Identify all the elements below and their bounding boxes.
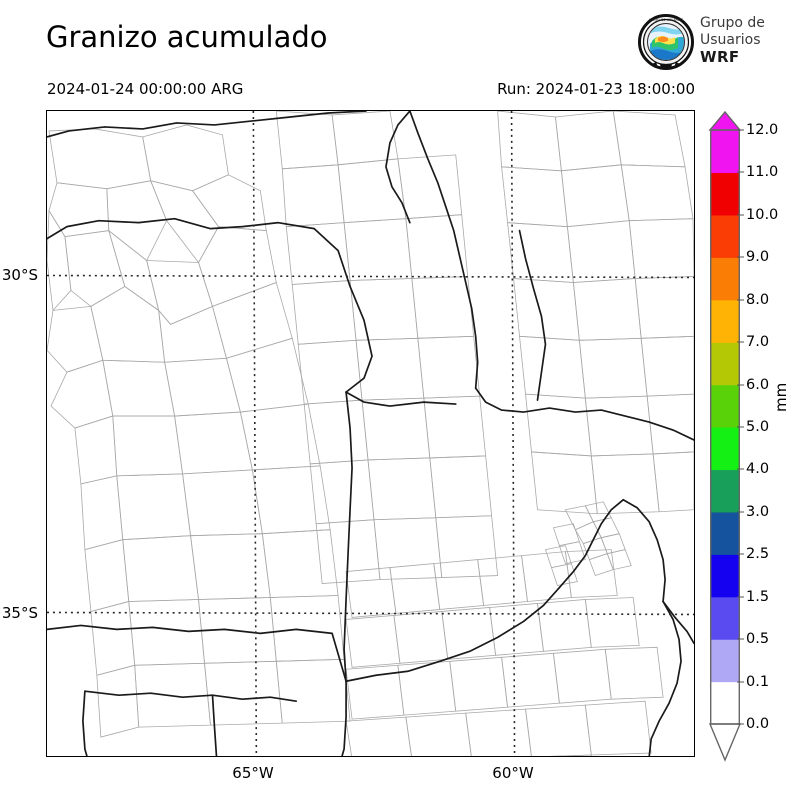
colorbar-tick-mark-9 [737, 511, 744, 513]
colorbar-band-4.0-5.0 [710, 427, 740, 471]
colorbar-band-11.0-12.0 [710, 130, 740, 174]
wrf-globe-seal-icon: GRUPO DE USUARIOS [638, 14, 694, 70]
colorbar-band-0.0-0.1 [710, 681, 740, 725]
colorbar-tick-label-9: 3.0 [746, 503, 770, 520]
logo-text-block: Grupo de Usuarios WRF [700, 15, 765, 66]
colorbar-under-arrow [708, 723, 742, 762]
graticule-lat-35 [47, 611, 694, 616]
colorbar-band-10.0-11.0 [710, 172, 740, 216]
graticule-lon-65 [252, 111, 258, 756]
logo-line-3: WRF [700, 48, 740, 66]
colorbar-band-5.0-6.0 [710, 384, 740, 428]
colorbar-tick-label-13: 0.1 [746, 673, 770, 690]
colorbar-tick-label-10: 2.5 [746, 546, 770, 563]
colorbar-tick-label-11: 1.5 [746, 588, 770, 605]
brand-logo: GRUPO DE USUARIOS Grupo de Usuarios WRF [638, 12, 794, 74]
colorbar-unit-label: mm [772, 382, 790, 412]
logo-line-2: Usuarios [700, 32, 761, 48]
lon-tick-label-0: 65°W [232, 764, 274, 782]
colorbar-band-9.0-10.0 [710, 214, 740, 258]
lat-tick-label-1: 35°S [1, 604, 38, 622]
logo-line-1: Grupo de [700, 15, 765, 31]
colorbar-band-6.0-7.0 [710, 342, 740, 386]
colorbar-over-arrow [708, 110, 742, 131]
colorbar-tick-mark-11 [737, 596, 744, 598]
colorbar-tick-label-8: 4.0 [746, 461, 770, 478]
lon-tick-label-1: 60°W [492, 764, 534, 782]
map-plot-area[interactable] [46, 110, 695, 757]
valid-time-label: 2024-01-24 00:00:00 ARG [47, 80, 244, 98]
colorbar-tick-label-12: 0.5 [746, 631, 770, 648]
colorbar-tick-mark-12 [737, 638, 744, 640]
colorbar-band-3.0-4.0 [710, 469, 740, 513]
colorbar-band-8.0-9.0 [710, 257, 740, 301]
colorbar-tick-mark-8 [737, 468, 744, 470]
provincial-borders [47, 111, 694, 756]
colorbar-tick-label-6: 6.0 [746, 376, 770, 393]
colorbar-band-2.5-3.0 [710, 511, 740, 555]
colorbar-tick-label-4: 8.0 [746, 291, 770, 308]
colorbar-tick-mark-5 [737, 341, 744, 343]
colorbar-band-1.5-2.5 [710, 554, 740, 598]
colorbar-tick-mark-6 [737, 384, 744, 386]
colorbar[interactable] [708, 110, 742, 762]
colorbar-tick-mark-0 [737, 129, 744, 131]
colorbar-tick-label-3: 9.0 [746, 249, 770, 266]
map-vector-layer [47, 111, 694, 756]
colorbar-tick-mark-3 [737, 256, 744, 258]
colorbar-tick-label-7: 5.0 [746, 419, 770, 435]
colorbar-tick-label-5: 7.0 [746, 334, 770, 351]
colorbar-band-0.5-1.5 [710, 596, 740, 640]
colorbar-band-0.1-0.5 [710, 639, 740, 683]
colorbar-tick-label-1: 11.0 [746, 164, 779, 181]
page-title: Granizo acumulado [46, 20, 328, 54]
colorbar-tick-mark-4 [737, 299, 744, 301]
colorbar-tick-mark-14 [737, 723, 744, 725]
run-time-label: Run: 2024-01-23 18:00:00 [497, 80, 695, 98]
colorbar-tick-mark-1 [737, 171, 744, 173]
colorbar-tick-mark-7 [737, 426, 744, 428]
colorbar-tick-label-2: 10.0 [746, 206, 779, 223]
graticule-lat-30 [47, 274, 694, 279]
svg-text:GRUPO DE USUARIOS: GRUPO DE USUARIOS [649, 18, 684, 22]
colorbar-bands [708, 110, 742, 762]
colorbar-tick-label-14: 0.0 [746, 716, 770, 732]
graticule [47, 111, 694, 756]
colorbar-band-7.0-8.0 [710, 299, 740, 343]
graticule-lon-60 [510, 111, 516, 756]
colorbar-tick-mark-13 [737, 681, 744, 683]
colorbar-tick-label-0: 12.0 [746, 122, 779, 138]
lat-tick-label-0: 30°S [1, 266, 38, 284]
colorbar-tick-mark-2 [737, 214, 744, 216]
admin-subdivisions [47, 111, 694, 756]
colorbar-tick-mark-10 [737, 553, 744, 555]
